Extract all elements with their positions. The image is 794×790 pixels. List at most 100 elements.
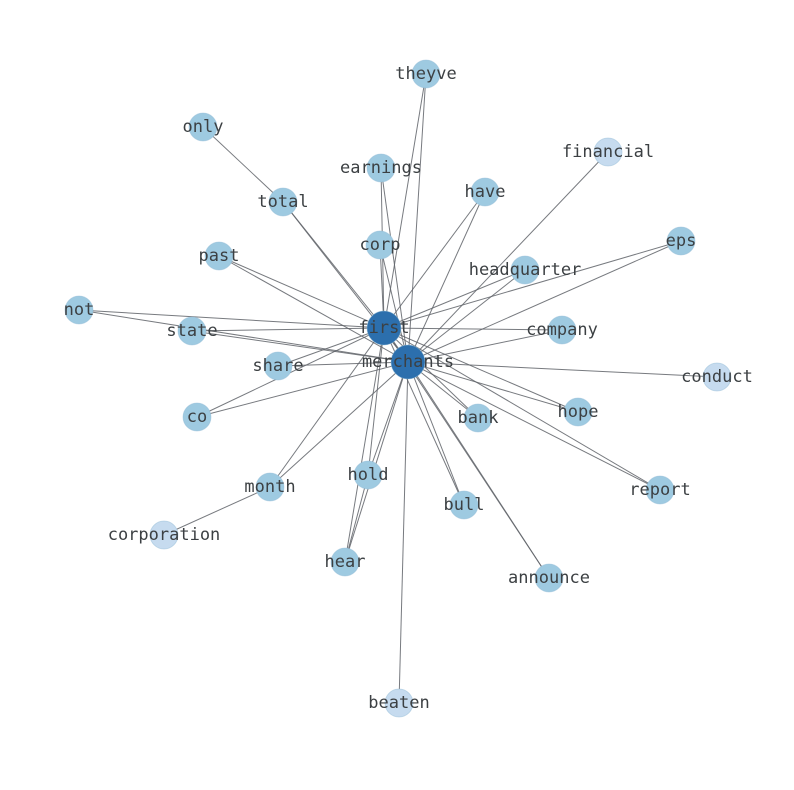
graph-edge xyxy=(379,244,409,363)
graph-node[interactable] xyxy=(182,402,212,432)
graph-node[interactable] xyxy=(177,316,207,346)
graph-node[interactable] xyxy=(384,688,414,718)
graph-node-label: state xyxy=(166,321,217,341)
graph-node[interactable] xyxy=(563,397,593,427)
graph-node[interactable] xyxy=(666,226,696,256)
graph-node[interactable] xyxy=(645,475,675,505)
graph-node-label: first xyxy=(358,318,409,338)
graph-node-label: share xyxy=(252,356,303,376)
graph-node[interactable] xyxy=(390,344,426,380)
graph-edge xyxy=(407,361,550,579)
graph-edge xyxy=(367,361,409,476)
graph-edge xyxy=(191,327,385,332)
graph-node[interactable] xyxy=(510,255,540,285)
graph-node-label: company xyxy=(526,320,598,340)
graph-edge xyxy=(380,167,409,363)
graph-node-label: not xyxy=(64,300,95,320)
graph-node[interactable] xyxy=(366,153,396,183)
graph-edge xyxy=(407,191,486,363)
graph-edge xyxy=(383,327,563,331)
graph-node-label: eps xyxy=(666,231,697,251)
graph-node-label: hold xyxy=(348,465,389,485)
graph-node[interactable] xyxy=(255,472,285,502)
graph-edge xyxy=(78,309,409,363)
graph-edge xyxy=(78,309,385,329)
graph-node-label: bank xyxy=(458,408,499,428)
label-layer: first merchants theyve only financial earning… xyxy=(64,64,753,713)
graph-edge xyxy=(277,327,385,367)
graph-node[interactable] xyxy=(353,460,383,490)
graph-edge xyxy=(383,327,479,419)
graph-node-label: headquarter xyxy=(469,260,582,280)
graph-node[interactable] xyxy=(470,177,500,207)
graph-node[interactable] xyxy=(263,351,293,381)
graph-edge xyxy=(383,327,579,413)
graph-node[interactable] xyxy=(547,315,577,345)
graph-node[interactable] xyxy=(204,241,234,271)
graph-edge xyxy=(269,327,385,488)
graph-edge xyxy=(407,329,563,363)
graph-node[interactable] xyxy=(449,490,479,520)
graph-node-label: report xyxy=(629,480,690,500)
graph-edge xyxy=(407,73,427,363)
graph-node-label: merchants xyxy=(362,352,454,372)
graph-node-label: corporation xyxy=(108,525,221,545)
graph-node[interactable] xyxy=(188,112,218,142)
graph-edge xyxy=(269,361,409,488)
graph-edge xyxy=(344,474,369,563)
graph-node-label: month xyxy=(244,477,295,497)
graph-node[interactable] xyxy=(64,295,94,325)
graph-node-label: hope xyxy=(558,402,599,422)
graph-edge xyxy=(218,255,385,329)
graph-node[interactable] xyxy=(463,403,493,433)
graph-node-label: have xyxy=(465,182,506,202)
graph-node[interactable] xyxy=(149,520,179,550)
graph-node-label: bull xyxy=(444,495,485,515)
graph-node-label: theyve xyxy=(395,64,456,84)
graph-node[interactable] xyxy=(268,187,298,217)
graph-node-label: co xyxy=(187,407,207,427)
graph-edge xyxy=(407,240,682,363)
graph-node-label: past xyxy=(199,246,240,266)
graph-edge xyxy=(383,191,486,329)
graph-edge xyxy=(191,330,409,363)
graph-edge xyxy=(196,361,409,418)
graph-node[interactable] xyxy=(593,137,623,167)
graph-node-label: earnings xyxy=(340,158,422,178)
graph-edge xyxy=(383,327,661,491)
graph-edge xyxy=(383,269,526,329)
graph-node[interactable] xyxy=(411,59,441,89)
graph-edge xyxy=(407,361,661,491)
graph-node-label: corp xyxy=(360,235,401,255)
graph-node-label: only xyxy=(183,117,224,137)
graph-edge xyxy=(277,361,409,367)
graph-edge xyxy=(163,486,271,536)
graph-node[interactable] xyxy=(702,362,732,392)
graph-edge xyxy=(407,361,465,506)
graph-node[interactable] xyxy=(366,310,402,346)
graph-edge xyxy=(218,255,409,363)
graph-edge xyxy=(383,73,427,329)
graph-node-label: hear xyxy=(325,552,366,572)
graph-edge xyxy=(407,361,579,413)
graph-edge xyxy=(407,269,526,363)
graph-edge xyxy=(407,151,609,363)
graph-edge xyxy=(367,327,385,476)
graph-edge xyxy=(383,240,682,329)
node-layer xyxy=(64,59,732,718)
graph-edge xyxy=(202,126,284,203)
graph-node[interactable] xyxy=(365,230,395,260)
graph-node-label: announce xyxy=(508,568,590,588)
graph-node-label: total xyxy=(257,192,308,212)
graph-edge xyxy=(344,327,385,563)
graph-edge xyxy=(344,361,409,563)
graph-edge xyxy=(407,361,718,378)
graph-node-label: beaten xyxy=(368,693,429,713)
graph-node[interactable] xyxy=(534,563,564,593)
graph-node[interactable] xyxy=(330,547,360,577)
graph-node-label: conduct xyxy=(681,367,753,387)
graph-edge xyxy=(398,361,409,704)
